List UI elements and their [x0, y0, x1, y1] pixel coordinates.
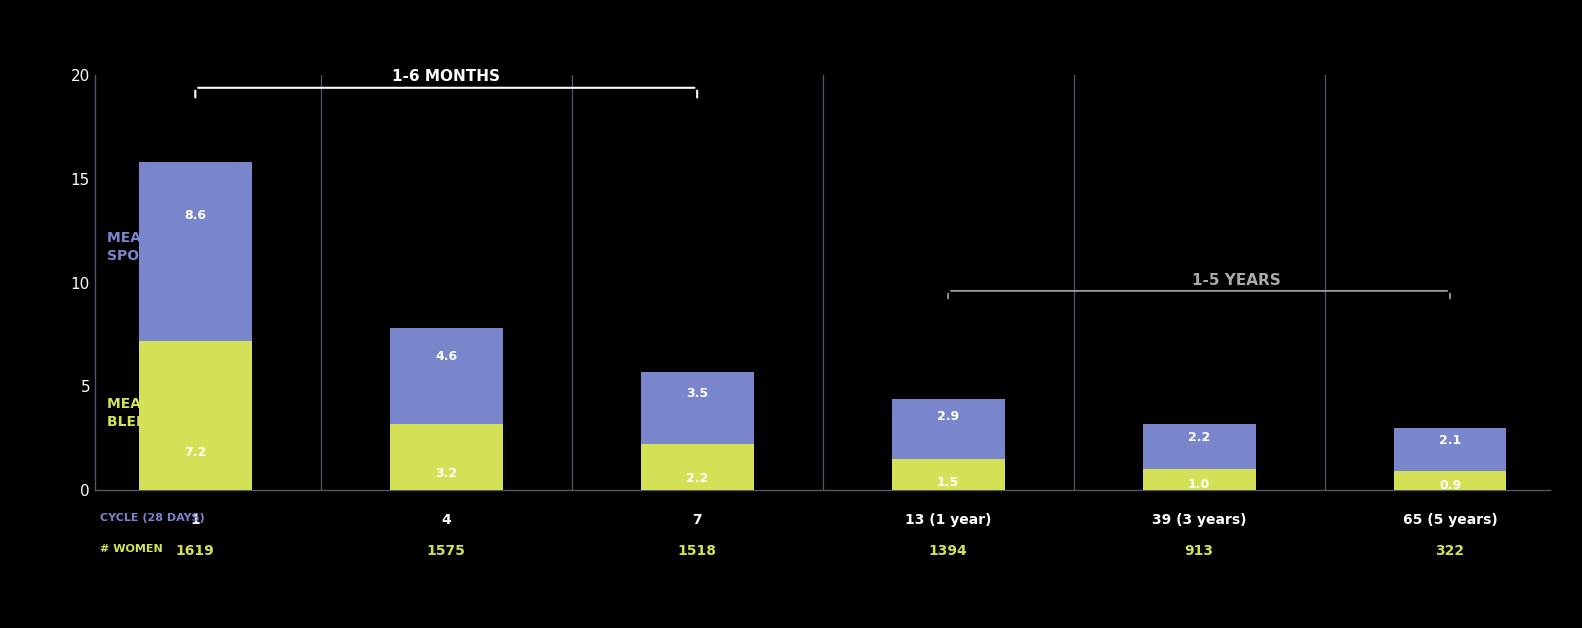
Text: 1.0: 1.0	[1188, 478, 1210, 491]
Bar	[892, 458, 1005, 490]
Text: 4.6: 4.6	[435, 350, 457, 363]
Text: 2.9: 2.9	[937, 410, 959, 423]
Text: MEAN #
SPOTTING DAYS: MEAN # SPOTTING DAYS	[108, 230, 233, 263]
Text: 2.2: 2.2	[1188, 431, 1210, 444]
Text: MEAN #
BLEEDING DAYS: MEAN # BLEEDING DAYS	[108, 397, 231, 429]
Text: 13 (1 year): 13 (1 year)	[905, 512, 992, 527]
Bar	[641, 444, 753, 490]
Bar	[389, 423, 503, 490]
Bar	[892, 399, 1005, 458]
Text: 8.6: 8.6	[184, 209, 206, 222]
Text: 3.5: 3.5	[687, 387, 709, 400]
Text: 0.9: 0.9	[1440, 479, 1462, 492]
Text: 1.5: 1.5	[937, 475, 959, 489]
Text: 913: 913	[1185, 544, 1213, 558]
Text: 1: 1	[190, 512, 201, 527]
Bar	[139, 340, 252, 490]
Text: 1619: 1619	[176, 544, 215, 558]
Text: 7: 7	[693, 512, 702, 527]
Bar	[1142, 423, 1256, 469]
Text: 39 (3 years): 39 (3 years)	[1152, 512, 1247, 527]
Text: 1575: 1575	[427, 544, 465, 558]
Bar	[1142, 469, 1256, 490]
Bar	[389, 328, 503, 423]
Text: 322: 322	[1435, 544, 1465, 558]
Text: 7.2: 7.2	[184, 446, 206, 459]
Text: 1-5 YEARS: 1-5 YEARS	[1193, 273, 1281, 288]
Bar	[139, 163, 252, 340]
Text: 3.2: 3.2	[435, 467, 457, 480]
Text: 2.2: 2.2	[687, 472, 709, 485]
Text: 65 (5 years): 65 (5 years)	[1403, 512, 1497, 527]
Text: 1-6 MONTHS: 1-6 MONTHS	[392, 68, 500, 84]
Text: CYCLE (28 DAYS): CYCLE (28 DAYS)	[100, 512, 204, 522]
Text: 4: 4	[441, 512, 451, 527]
Text: # WOMEN: # WOMEN	[100, 544, 163, 554]
Bar	[1394, 471, 1506, 490]
Bar	[1394, 428, 1506, 471]
Bar	[641, 372, 753, 444]
Text: 1394: 1394	[929, 544, 968, 558]
Text: 2.1: 2.1	[1440, 434, 1462, 447]
Text: 1518: 1518	[677, 544, 717, 558]
